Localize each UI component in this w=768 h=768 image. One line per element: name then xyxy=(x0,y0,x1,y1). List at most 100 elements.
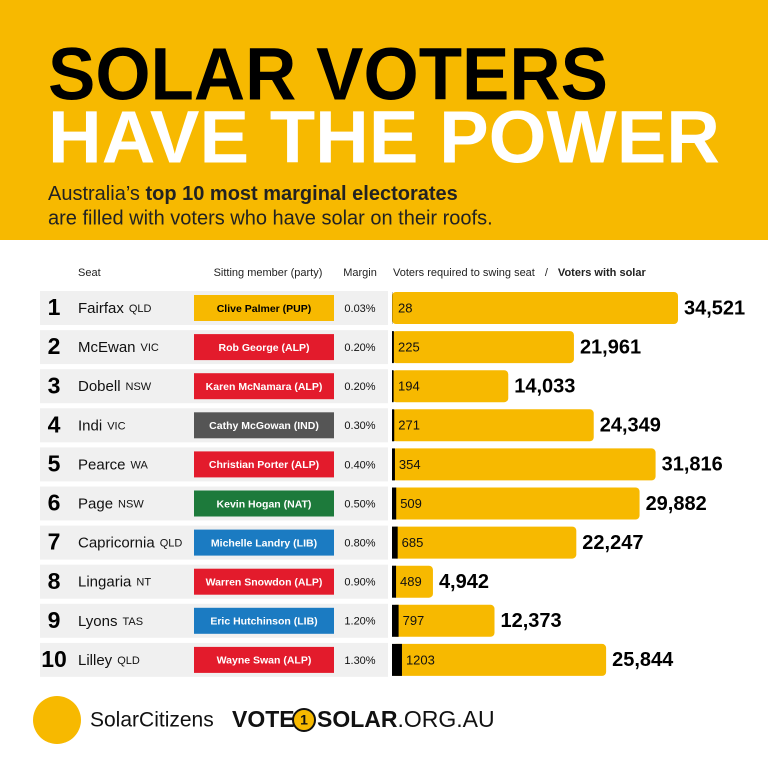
brand: SolarCitizens xyxy=(90,709,214,732)
solar-bar xyxy=(392,604,495,637)
member: Eric Hutchinson (LIB) xyxy=(210,616,317,628)
subtitle-line2: are filled with voters who have solar on… xyxy=(48,207,493,229)
margin: 1.30% xyxy=(344,655,375,667)
required-bar xyxy=(392,487,397,520)
solar-label: 14,033 xyxy=(514,375,575,397)
solar-label: 31,816 xyxy=(662,454,723,476)
required-label: 509 xyxy=(400,496,422,511)
solar-bar xyxy=(392,643,607,676)
required-bar xyxy=(392,370,394,403)
required-bar xyxy=(392,604,399,637)
solar-bar xyxy=(392,409,594,442)
subtitle-bold: top 10 most marginal electorates xyxy=(145,183,457,205)
seat-state: TAS xyxy=(122,616,143,628)
seat-name: McEwan xyxy=(78,339,136,356)
margin: 0.90% xyxy=(344,577,375,589)
required-label: 489 xyxy=(400,574,422,589)
seat-name: Dobell xyxy=(78,378,121,395)
solar-bar xyxy=(392,331,574,364)
rank: 6 xyxy=(48,490,61,516)
required-label: 1203 xyxy=(406,652,435,667)
member-pill xyxy=(194,373,334,400)
subtitle-pre: Australia’s xyxy=(48,183,145,205)
seat-state: WA xyxy=(131,459,149,471)
required-label: 194 xyxy=(398,379,420,394)
domain-suffix: .ORG.AU xyxy=(398,706,495,732)
margin: 0.80% xyxy=(344,538,375,550)
vote-one: 1 xyxy=(300,712,308,728)
solar-label: 4,942 xyxy=(439,571,489,593)
seat: Fairfax QLD xyxy=(78,300,152,317)
rank: 1 xyxy=(48,294,61,320)
member: Cathy McGowan (IND) xyxy=(209,420,319,432)
seat-state: NSW xyxy=(126,381,152,393)
domain-solar: SOLAR xyxy=(317,706,398,732)
vote-text: VOTE xyxy=(232,706,295,732)
seat-name: Page xyxy=(78,495,113,512)
solar-label: 24,349 xyxy=(600,415,661,437)
solar-label: 29,882 xyxy=(646,493,707,515)
solar-label: 21,961 xyxy=(580,336,641,358)
rank: 3 xyxy=(48,372,61,398)
margin: 1.20% xyxy=(344,616,375,628)
solar-label: 22,247 xyxy=(582,532,643,554)
required-bar xyxy=(392,565,397,598)
member: Kevin Hogan (NAT) xyxy=(217,498,312,510)
margin: 0.40% xyxy=(344,459,375,471)
seat-name: Fairfax xyxy=(78,300,124,317)
rank: 10 xyxy=(41,646,67,672)
column-header: Seat xyxy=(78,267,101,279)
rank: 7 xyxy=(48,529,61,555)
seat: Page NSW xyxy=(78,495,144,512)
subtitle-line1: Australia’s top 10 most marginal elector… xyxy=(48,183,458,205)
solar-label: 34,521 xyxy=(684,297,745,319)
required-bar xyxy=(392,526,398,559)
margin: 0.30% xyxy=(344,420,375,432)
member: Warren Snowdon (ALP) xyxy=(206,576,323,588)
separator: / xyxy=(545,267,549,279)
required-label: 225 xyxy=(398,340,420,355)
rank: 8 xyxy=(48,568,61,594)
seat: McEwan VIC xyxy=(78,339,159,356)
legend-entry: Voters with solar xyxy=(558,267,647,279)
margin: 0.50% xyxy=(344,498,375,510)
margin: 0.20% xyxy=(344,342,375,354)
seat-name: Capricornia xyxy=(78,535,155,552)
seat: Lilley QLD xyxy=(78,652,140,669)
header-band xyxy=(0,0,768,240)
seat-name: Lyons xyxy=(78,613,117,630)
seat: Capricornia QLD xyxy=(78,535,182,552)
member-pill xyxy=(194,295,334,321)
member-pill xyxy=(194,334,334,361)
seat-name: Lingaria xyxy=(78,574,132,591)
legend-header: Voters required to swing seat / Voters wit… xyxy=(393,267,646,279)
seat-name: Indi xyxy=(78,417,102,434)
solar-bar xyxy=(392,526,577,559)
member: Michelle Landry (LIB) xyxy=(211,537,317,549)
member: Wayne Swan (ALP) xyxy=(217,655,312,667)
seat-state: QLD xyxy=(129,303,152,315)
vote-one-circle xyxy=(292,708,316,732)
member-pill xyxy=(194,529,334,556)
required-bar xyxy=(392,409,395,442)
footer: SolarCitizens VOTE 1 SOLAR.ORG.AU xyxy=(33,696,495,744)
rank: 5 xyxy=(48,450,61,476)
rank: 9 xyxy=(48,607,61,633)
title-line1: SOLAR VOTERS xyxy=(48,33,608,116)
required-label: 28 xyxy=(398,300,412,315)
member-pill xyxy=(194,568,334,595)
seat: Lyons TAS xyxy=(78,613,143,630)
solar-bar xyxy=(392,565,433,598)
solar-label: 12,373 xyxy=(501,610,562,632)
seat: Pearce WA xyxy=(78,456,149,473)
member-pill xyxy=(194,607,334,634)
required-label: 354 xyxy=(399,457,421,472)
column-header: Sitting member (party) xyxy=(214,267,323,279)
seat: Indi VIC xyxy=(78,417,126,434)
seat-state: NT xyxy=(136,577,151,589)
solar-label: 25,844 xyxy=(612,649,674,671)
required-bar xyxy=(392,448,395,481)
required-label: 685 xyxy=(402,535,424,550)
domain: SOLAR.ORG.AU xyxy=(317,706,495,732)
